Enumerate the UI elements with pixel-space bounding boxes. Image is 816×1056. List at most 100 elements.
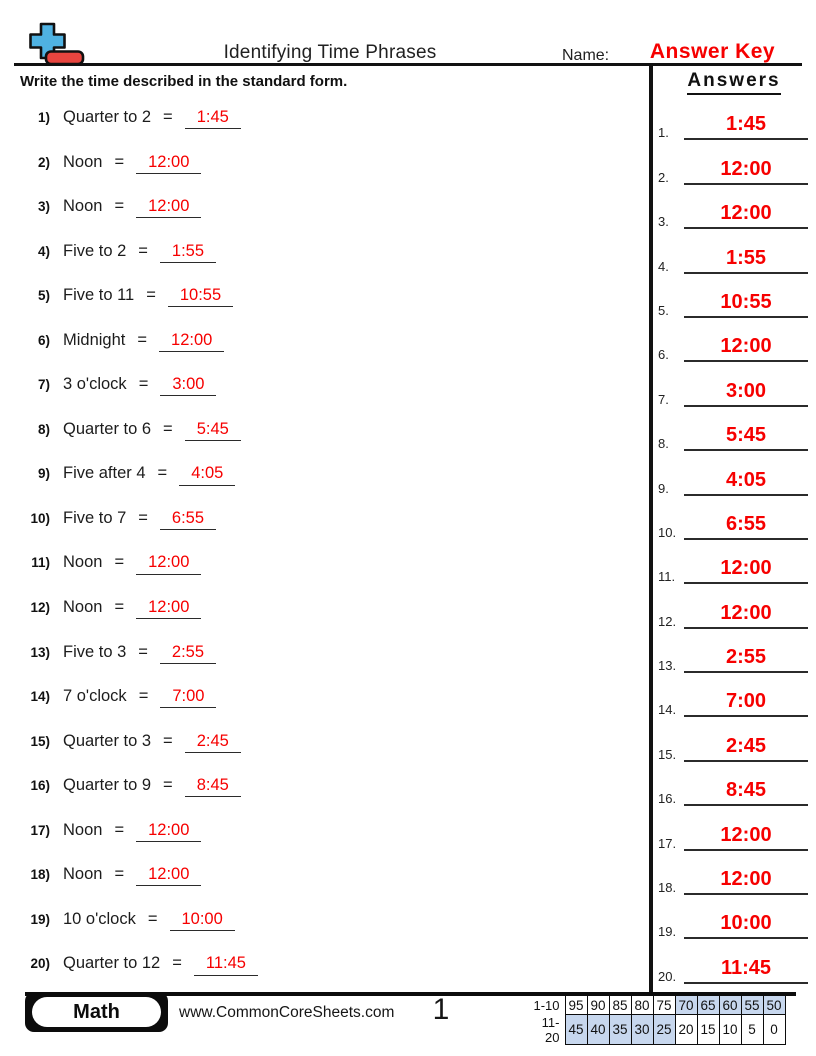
answer-value-line: 10:00	[684, 913, 808, 940]
name-label: Name:	[562, 47, 610, 64]
question-row: 18) Noon = 12:00	[20, 853, 638, 898]
grading-scale-cell: 75	[652, 995, 676, 1015]
answer-number: 9.	[658, 480, 669, 496]
question-number: 16)	[30, 778, 50, 794]
question-phrase: Noon	[63, 598, 103, 617]
question-row: 8) Quarter to 6 = 5:45	[20, 408, 638, 453]
answer-row: 8. 5:45	[656, 407, 812, 452]
answers-column-separator	[649, 66, 653, 992]
answer-value-line: 7:00	[684, 691, 808, 718]
grading-scale-cell: 0	[762, 1014, 786, 1045]
answer-value-line: 12:00	[684, 203, 808, 230]
question-phrase: Five after 4	[63, 464, 146, 483]
equals-sign: =	[114, 197, 125, 216]
grading-scale-cell: 80	[630, 995, 654, 1015]
subject-badge-label: Math	[32, 997, 161, 1027]
grading-scale-cell: 70	[674, 995, 698, 1015]
answer-value-line: 12:00	[684, 603, 808, 629]
question-row: 5) Five to 11 = 10:55	[20, 274, 638, 319]
answer-row: 5. 10:55	[656, 274, 812, 318]
instruction-text: Write the time described in the standard…	[20, 73, 348, 90]
grading-scale-cell: 90	[586, 995, 610, 1015]
question-row: 15) Quarter to 3 = 2:45	[20, 720, 638, 765]
question-phrase: Midnight	[63, 330, 126, 349]
question-phrase: Five to 11	[63, 286, 135, 305]
question-answer-blank: 10:00	[169, 910, 235, 931]
answer-key-text: Answer Key	[649, 40, 776, 63]
answer-number: 14.	[658, 702, 677, 718]
question-row: 4) Five to 2 = 1:55	[20, 230, 638, 275]
question-phrase: Five to 7	[63, 508, 127, 527]
question-answer-blank: 12:00	[136, 865, 202, 887]
question-phrase: 7 o'clock	[63, 687, 127, 706]
question-row: 3) Noon = 12:00	[20, 185, 638, 230]
answer-number: 8.	[658, 436, 669, 452]
answer-row: 20. 11:45	[656, 939, 812, 984]
grading-scale-cell: 95	[564, 995, 588, 1015]
question-row: 17) Noon = 12:00	[20, 809, 638, 854]
question-phrase: Five to 3	[63, 642, 127, 661]
answer-value-line: 12:00	[684, 159, 808, 185]
grading-scale-cell: 30	[630, 1014, 654, 1045]
question-number: 9)	[37, 466, 50, 482]
equals-sign: =	[163, 731, 173, 750]
question-phrase: Quarter to 12	[63, 954, 161, 973]
answers-list: 1. 1:45 2. 12:00 3. 12:00 4. 1:55 5. 10:…	[656, 96, 812, 984]
answer-value-line: 12:00	[684, 869, 808, 896]
question-number: 19)	[30, 911, 50, 927]
answer-number: 4.	[658, 258, 669, 274]
answer-number: 6.	[658, 347, 669, 363]
question-number: 12)	[30, 600, 50, 616]
grading-scale-cell: 25	[652, 1014, 676, 1045]
answer-row: 17. 12:00	[656, 806, 812, 851]
question-row: 11) Noon = 12:00	[20, 541, 638, 586]
question-answer-blank: 12:00	[159, 331, 225, 352]
question-answer-blank: 3:00	[160, 375, 217, 397]
question-number: 3)	[37, 199, 50, 215]
equals-sign: =	[138, 508, 148, 527]
grading-scale-cell: 65	[696, 995, 720, 1015]
question-row: 20) Quarter to 12 = 11:45	[20, 942, 638, 987]
question-number: 18)	[30, 867, 50, 883]
answer-row: 4. 1:55	[656, 229, 812, 274]
question-number: 17)	[30, 822, 50, 838]
answer-row: 7. 3:00	[656, 362, 812, 407]
question-phrase: Noon	[63, 152, 103, 171]
equals-sign: =	[146, 286, 156, 305]
answer-number: 1.	[658, 125, 669, 141]
answer-row: 11. 12:00	[656, 540, 812, 585]
answer-value-line: 2:55	[684, 647, 808, 674]
answer-number: 16.	[658, 791, 677, 807]
grading-scale-cell: 20	[674, 1014, 698, 1045]
equals-sign: =	[157, 464, 168, 483]
answer-row: 19. 10:00	[656, 895, 812, 940]
question-number: 2)	[37, 154, 50, 170]
question-row: 12) Noon = 12:00	[20, 586, 638, 631]
question-phrase: Noon	[63, 865, 103, 884]
page-title: Identifying Time Phrases	[223, 42, 437, 63]
question-phrase: Quarter to 2	[63, 108, 152, 126]
grading-scale-cell: 50	[762, 995, 786, 1015]
equals-sign: =	[138, 642, 148, 661]
answer-row: 15. 2:45	[656, 717, 812, 762]
answer-value-line: 1:55	[684, 248, 808, 274]
equals-sign: =	[138, 375, 149, 394]
answer-number: 5.	[658, 302, 669, 318]
answer-number: 12.	[658, 613, 677, 629]
header-divider	[14, 63, 802, 66]
question-answer-blank: 12:00	[136, 153, 202, 174]
answer-row: 12. 12:00	[656, 584, 812, 629]
question-row: 1) Quarter to 2 = 1:45	[20, 96, 638, 141]
question-row: 14) 7 o'clock = 7:00	[20, 675, 638, 720]
answer-value-line: 2:45	[684, 736, 808, 762]
grading-scale-range-label: 11-20	[527, 1014, 565, 1045]
answer-number: 11.	[658, 569, 676, 585]
equals-sign: =	[114, 820, 125, 839]
answer-row: 16. 8:45	[656, 762, 812, 807]
answer-row: 14. 7:00	[656, 673, 812, 718]
question-number: 4)	[37, 243, 50, 259]
question-phrase: Quarter to 9	[63, 776, 152, 795]
answers-heading: Answers	[660, 70, 808, 95]
equals-sign: =	[163, 108, 173, 126]
